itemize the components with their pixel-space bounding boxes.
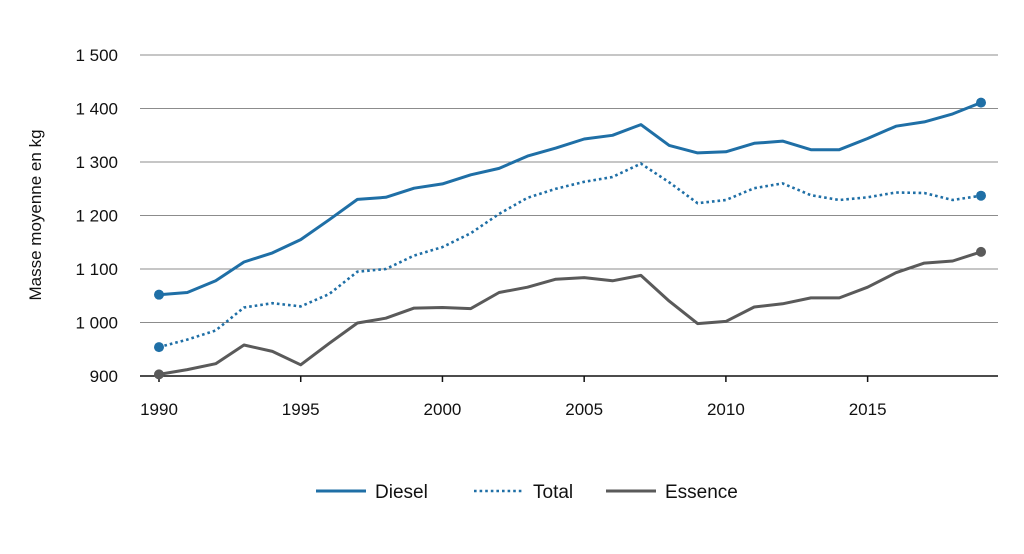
series-line-diesel [157,101,983,297]
endpoint-markers [154,97,986,380]
y-tick-label: 1 500 [75,46,118,65]
y-tick-label: 1 200 [75,207,118,226]
legend-label-diesel: Diesel [375,482,428,503]
data-point-total [154,342,164,353]
data-point-diesel [154,289,164,300]
series-lines [157,101,983,376]
data-point-total [976,190,986,201]
y-tick-label: 1 100 [75,260,118,279]
x-tick-label: 2000 [424,400,462,419]
data-point-essence [976,246,986,257]
legend: Diesel Total Essence [316,482,738,503]
y-axis-title: Masse moyenne en kg [26,129,45,300]
data-point-essence [154,369,164,380]
y-tick-label: 1 000 [75,314,118,333]
legend-label-total: Total [533,482,573,503]
legend-label-essence: Essence [665,482,738,503]
y-tick-labels: 900 1 000 1 100 1 200 1 300 1 400 1 500 [75,46,118,386]
x-tick-label: 2015 [849,400,887,419]
gridlines [140,54,998,323]
y-tick-label: 900 [90,367,118,386]
x-tick-label: 1990 [140,400,178,419]
x-tick-label: 1995 [282,400,320,419]
x-tick-label: 2005 [565,400,603,419]
data-point-diesel [976,97,986,108]
y-tick-label: 1 400 [75,100,118,119]
x-tick-label: 2010 [707,400,745,419]
x-tick-labels: 1990 1995 2000 2005 2010 2015 [140,376,887,419]
series-line-essence [157,250,983,376]
series-line-total [158,162,982,349]
y-tick-label: 1 300 [75,153,118,172]
